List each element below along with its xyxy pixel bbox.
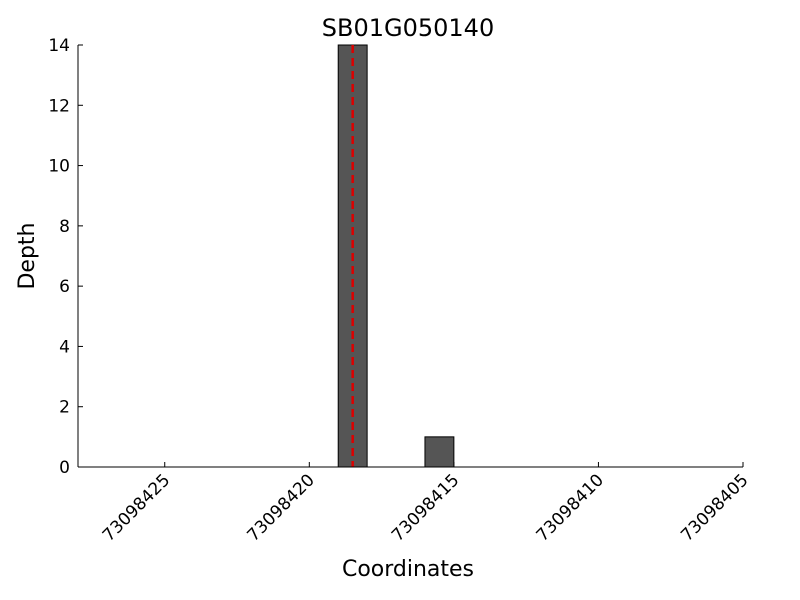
y-tick-label: 14 xyxy=(48,36,70,56)
y-tick-label: 10 xyxy=(48,157,70,177)
bar xyxy=(424,436,455,468)
x-tick-label: 73098405 xyxy=(677,470,752,545)
y-tick-label: 8 xyxy=(59,217,70,237)
x-tick-label: 73098410 xyxy=(533,470,608,545)
y-tick-label: 4 xyxy=(59,337,70,357)
y-tick-label: 6 xyxy=(59,277,70,297)
y-tick-label: 0 xyxy=(59,458,70,478)
y-tick-label: 2 xyxy=(59,398,70,418)
x-tick-label: 73098420 xyxy=(244,470,319,545)
x-axis-label: Coordinates xyxy=(342,557,474,582)
x-tick-label: 73098425 xyxy=(99,470,174,545)
chart-title: SB01G050140 xyxy=(322,14,494,42)
x-tick-label: 73098415 xyxy=(388,470,463,545)
y-axis-label: Depth xyxy=(15,222,40,289)
y-tick-label: 12 xyxy=(48,96,70,116)
